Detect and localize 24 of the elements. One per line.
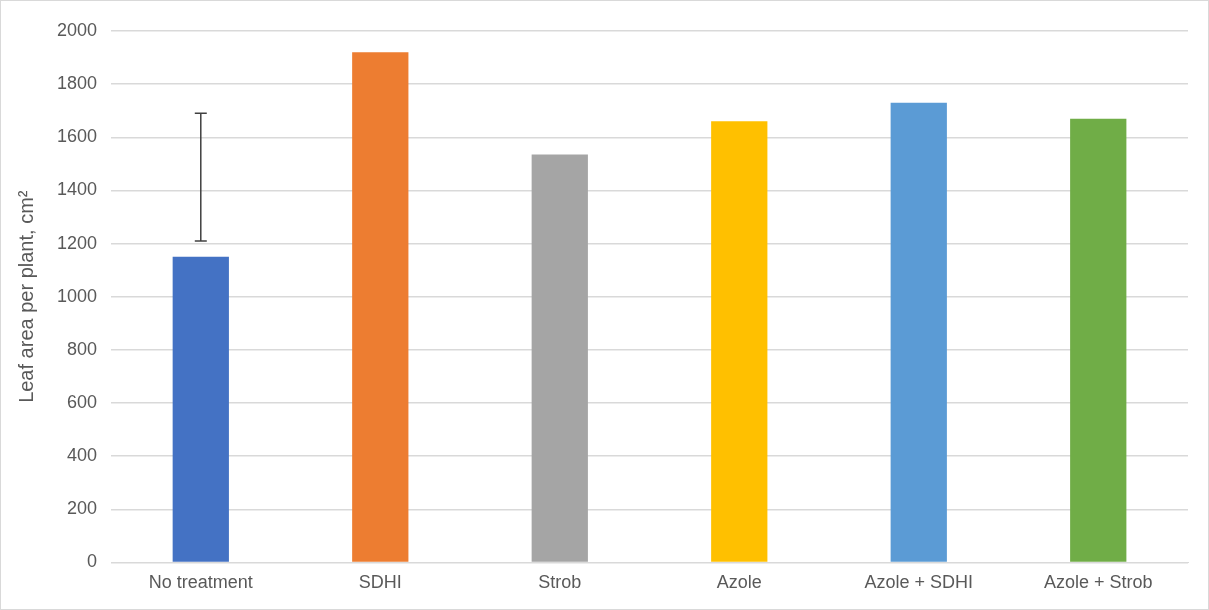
y-tick-label: 800 <box>67 338 98 359</box>
x-tick-label: No treatment <box>148 572 253 593</box>
x-tick-label: Azole <box>716 572 762 593</box>
bar <box>711 121 768 562</box>
bar <box>531 154 588 562</box>
x-tick-label: Strob <box>538 572 582 593</box>
y-tick-label: 2000 <box>57 19 98 40</box>
bar <box>352 52 409 562</box>
y-tick-label: 1400 <box>57 179 98 200</box>
y-tick-label: 1800 <box>57 73 98 94</box>
y-axis-title: Leaf area per plant, cm² <box>14 190 37 403</box>
bar <box>890 102 947 562</box>
y-tick-label: 200 <box>67 498 98 519</box>
x-tick-label: SDHI <box>358 572 402 593</box>
y-tick-label: 1200 <box>57 232 98 253</box>
x-tick-label: Azole + Strob <box>1043 572 1153 593</box>
bar <box>172 256 229 562</box>
bar <box>1070 118 1127 562</box>
y-tick-label: 600 <box>67 391 98 412</box>
y-tick-label: 1000 <box>57 285 98 306</box>
x-tick-label: Azole + SDHI <box>864 572 974 593</box>
y-tick-label: 1600 <box>57 126 98 147</box>
y-tick-label: 400 <box>67 445 98 466</box>
y-tick-label: 0 <box>87 551 98 572</box>
